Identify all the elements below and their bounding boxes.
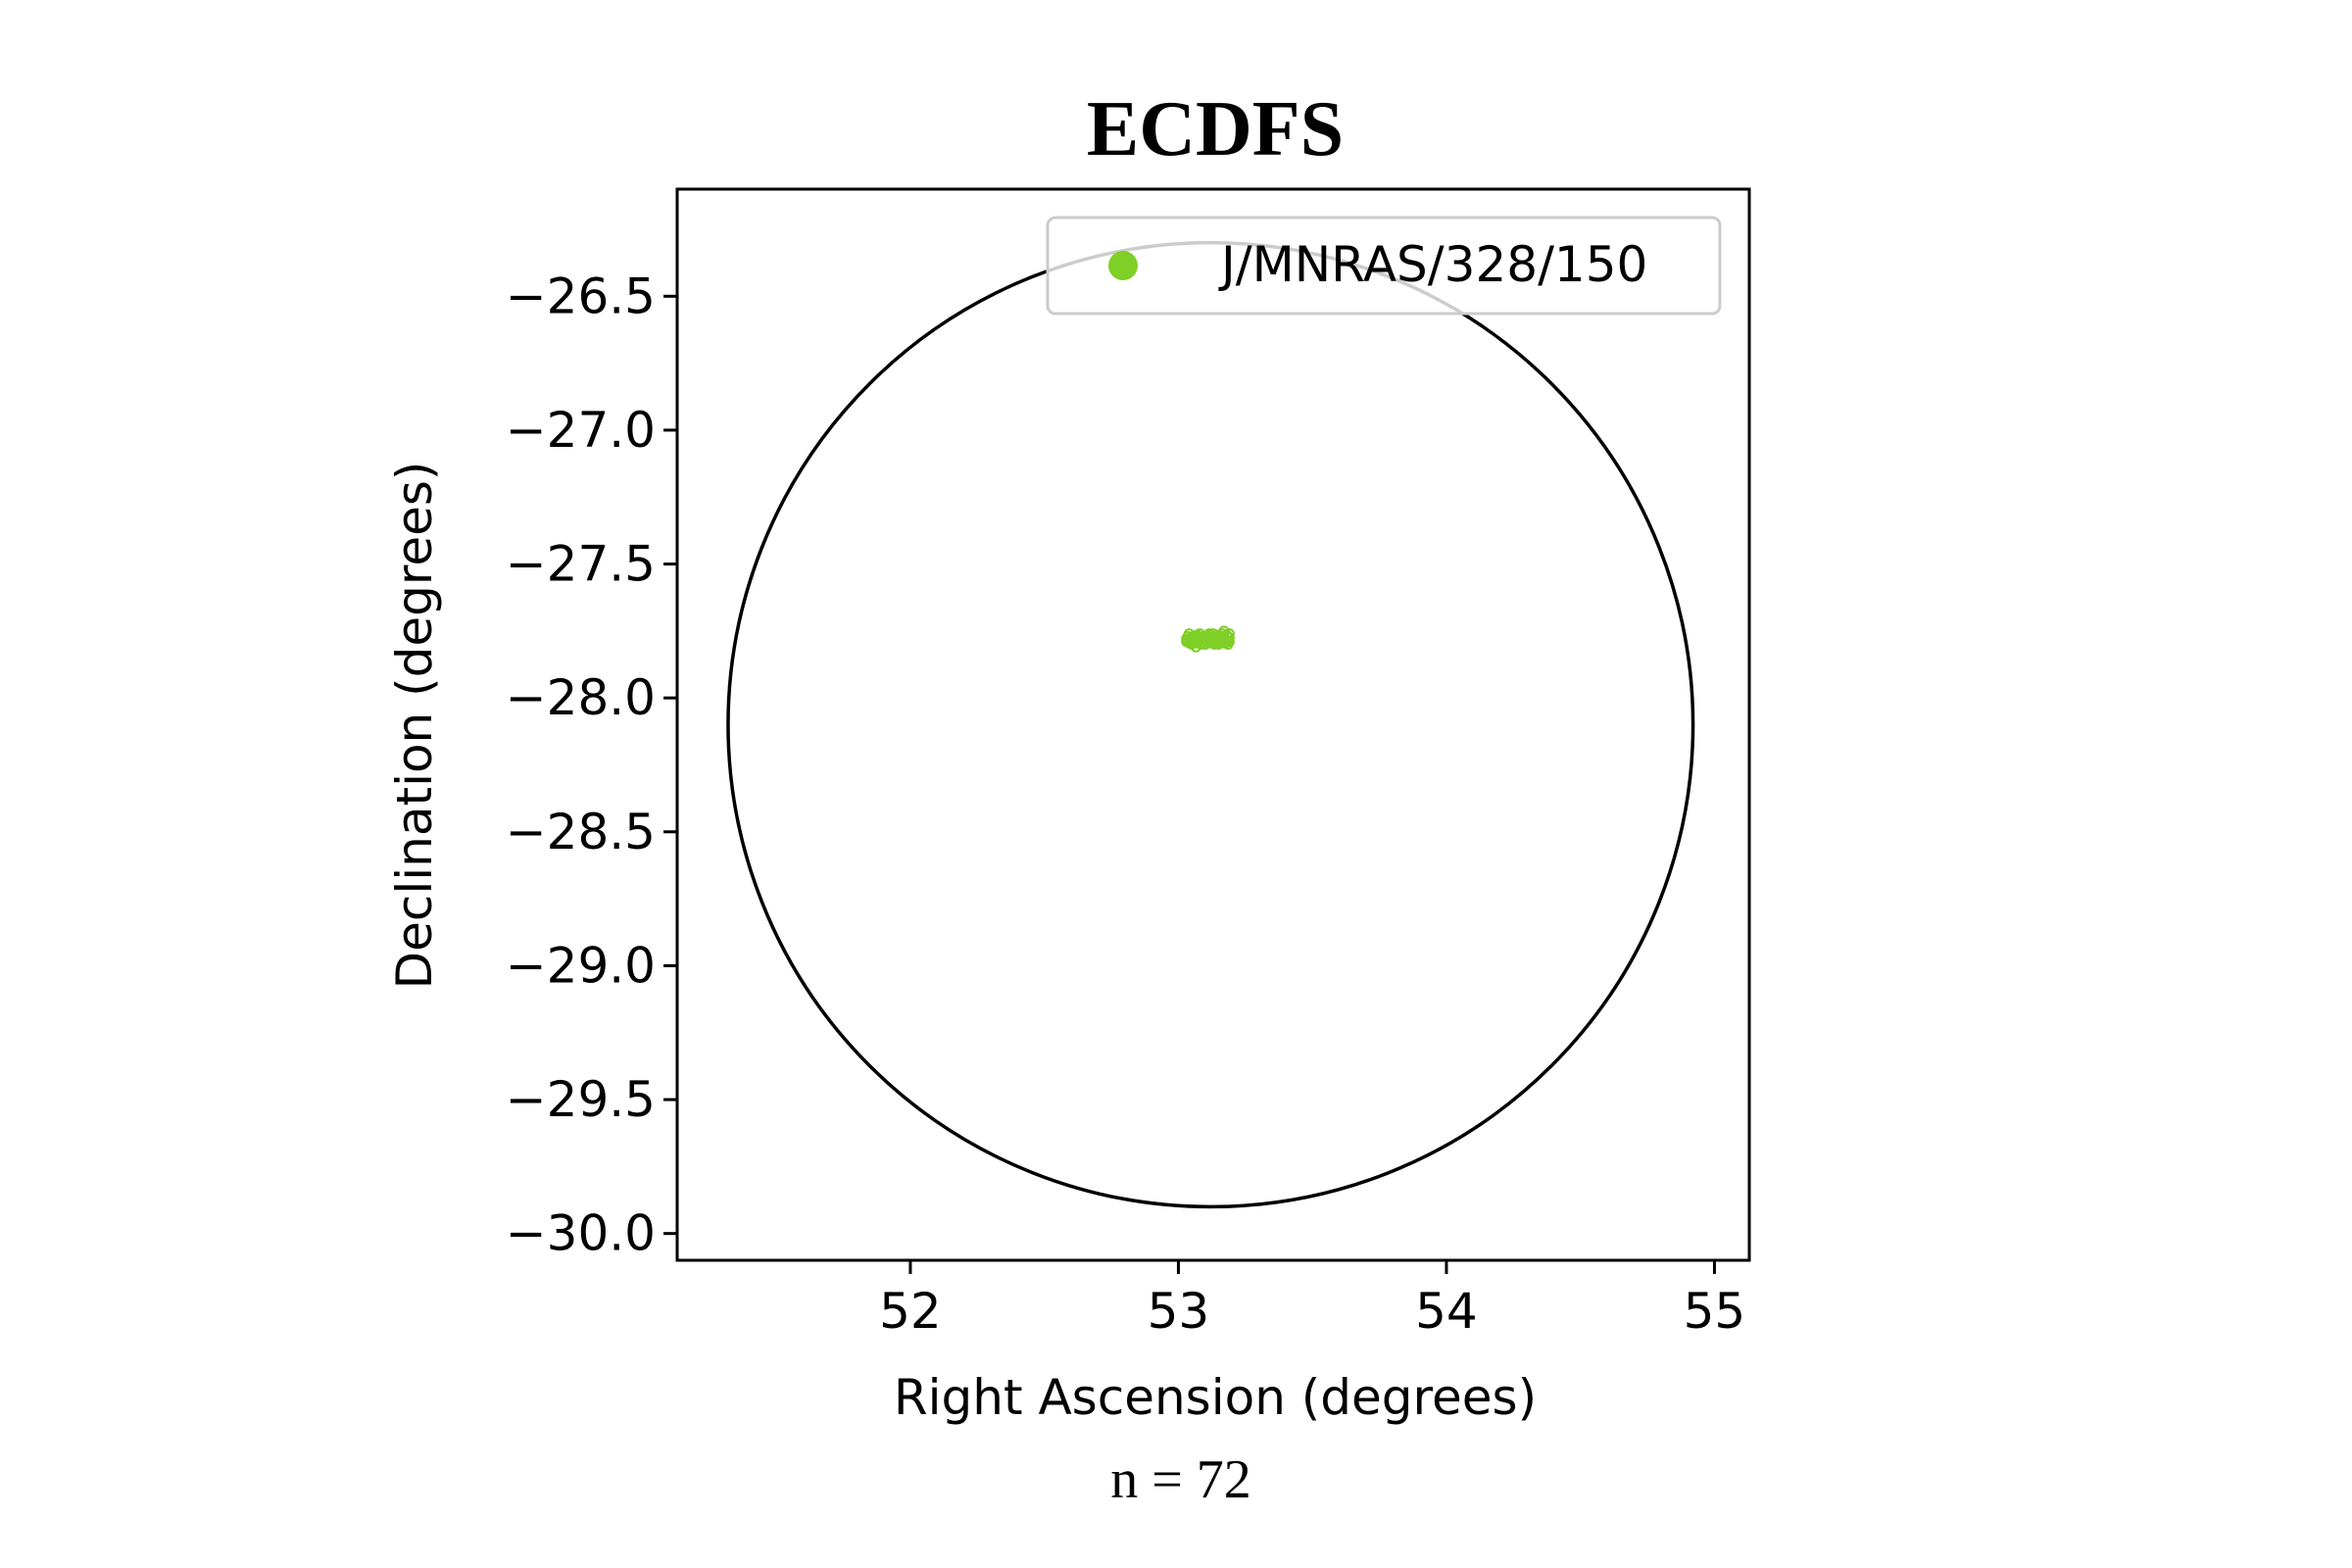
x-axis-title: Right Ascension (degrees) — [894, 1369, 1537, 1426]
x-tick-label: 55 — [1684, 1283, 1746, 1340]
y-tick-label: −29.0 — [506, 937, 656, 994]
y-tick-label: −27.0 — [506, 402, 656, 459]
y-tick-label: −29.5 — [506, 1071, 656, 1128]
legend-label: J/MNRAS/328/150 — [1218, 236, 1647, 293]
data-points-layer — [1181, 625, 1235, 653]
y-tick-label: −30.0 — [506, 1205, 656, 1262]
x-tick-label: 54 — [1415, 1283, 1478, 1340]
y-tick-label: −27.5 — [506, 536, 656, 593]
y-tick-label: −28.5 — [506, 804, 656, 860]
data-point — [1202, 634, 1214, 646]
y-axis-title: Declination (degrees) — [386, 462, 443, 990]
y-tick-label: −26.5 — [506, 268, 656, 324]
x-tick-label: 53 — [1148, 1283, 1210, 1340]
y-axis-ticks: −26.5 −27.0 −27.5 −28.0 −28.5 −29.0 −29.5 −30.0 — [506, 268, 677, 1262]
x-axis-ticks: 52 53 54 55 — [879, 1260, 1745, 1340]
sample-count-caption: n = 72 — [1110, 1449, 1251, 1510]
data-point — [1223, 636, 1235, 648]
plot-frame — [675, 187, 1751, 1262]
legend-marker-icon — [1108, 251, 1138, 280]
legend: J/MNRAS/328/150 — [1046, 216, 1722, 316]
data-point — [1218, 630, 1230, 642]
data-point — [1212, 637, 1224, 649]
x-tick-label: 52 — [879, 1283, 942, 1340]
data-point — [1181, 636, 1193, 648]
chart-title: ECDFS — [1087, 86, 1344, 172]
legend-box — [1046, 216, 1722, 316]
y-tick-label: −28.0 — [506, 669, 656, 726]
data-point — [1192, 637, 1203, 649]
